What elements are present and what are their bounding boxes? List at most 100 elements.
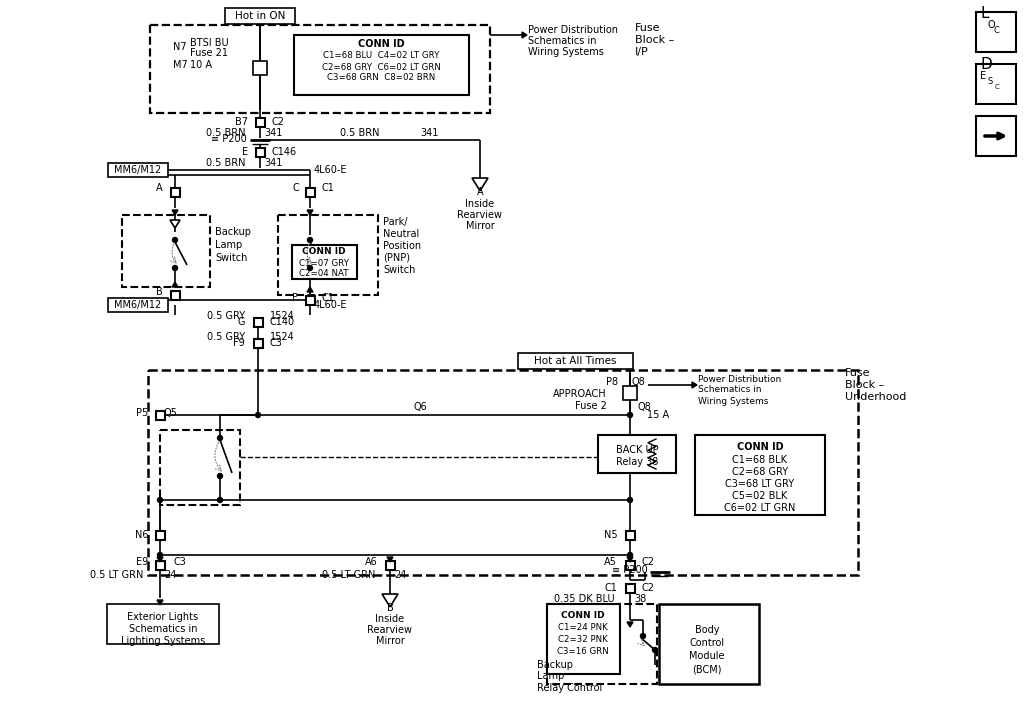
Text: C1: C1 bbox=[321, 183, 334, 193]
Bar bbox=[695, 435, 825, 515]
Text: Schematics in: Schematics in bbox=[528, 36, 597, 46]
Text: 0.5 LT GRN: 0.5 LT GRN bbox=[322, 570, 375, 580]
Text: Fuse: Fuse bbox=[845, 368, 870, 378]
Text: F: F bbox=[293, 293, 298, 303]
Circle shape bbox=[217, 498, 222, 503]
Text: G: G bbox=[238, 317, 245, 327]
Polygon shape bbox=[382, 594, 398, 607]
Bar bbox=[626, 561, 635, 569]
Bar bbox=[623, 386, 637, 399]
Text: CONN ID: CONN ID bbox=[561, 610, 605, 620]
Text: 38: 38 bbox=[634, 594, 646, 604]
Circle shape bbox=[158, 498, 163, 503]
Text: (PNP): (PNP) bbox=[383, 253, 410, 263]
Polygon shape bbox=[172, 210, 178, 215]
Text: 15 A: 15 A bbox=[647, 410, 669, 420]
Circle shape bbox=[217, 473, 222, 478]
Text: Block –: Block – bbox=[635, 35, 674, 45]
Bar bbox=[148, 370, 858, 575]
Text: E9: E9 bbox=[136, 557, 148, 567]
Text: P5: P5 bbox=[136, 408, 148, 418]
Circle shape bbox=[628, 552, 633, 557]
Text: Mirror: Mirror bbox=[376, 636, 404, 646]
Polygon shape bbox=[170, 220, 180, 228]
Circle shape bbox=[256, 413, 260, 417]
Text: Lamp: Lamp bbox=[537, 671, 564, 681]
Text: ≡ P200: ≡ P200 bbox=[612, 565, 648, 575]
Bar bbox=[225, 8, 295, 24]
Text: CONN ID: CONN ID bbox=[302, 248, 346, 256]
Bar bbox=[156, 531, 165, 539]
Text: 1524: 1524 bbox=[270, 311, 295, 321]
Text: CONN ID: CONN ID bbox=[736, 442, 783, 452]
Circle shape bbox=[172, 266, 177, 271]
Text: Mirror: Mirror bbox=[466, 221, 495, 231]
Text: 0.5 GRY: 0.5 GRY bbox=[207, 311, 245, 321]
Circle shape bbox=[628, 498, 633, 503]
Text: Backup: Backup bbox=[537, 660, 573, 670]
Text: C3=16 GRN: C3=16 GRN bbox=[557, 648, 609, 656]
Text: Neutral: Neutral bbox=[383, 229, 419, 239]
Bar bbox=[171, 187, 179, 197]
Bar bbox=[292, 245, 357, 279]
Text: Position: Position bbox=[383, 241, 421, 251]
Text: C1=68 BLU  C4=02 LT GRY: C1=68 BLU C4=02 LT GRY bbox=[323, 52, 439, 60]
Bar bbox=[305, 296, 314, 304]
Bar bbox=[256, 118, 264, 126]
Text: Power Distribution: Power Distribution bbox=[528, 25, 618, 35]
Text: C1=07 GRY: C1=07 GRY bbox=[299, 258, 349, 268]
Text: CONN ID: CONN ID bbox=[357, 39, 404, 49]
Text: Block –: Block – bbox=[845, 380, 885, 390]
Text: D: D bbox=[980, 57, 992, 72]
Text: S: S bbox=[988, 77, 993, 86]
Text: C5=02 BLK: C5=02 BLK bbox=[732, 491, 787, 501]
Text: N6: N6 bbox=[134, 530, 148, 540]
Text: C1=24 PNK: C1=24 PNK bbox=[558, 623, 608, 633]
Polygon shape bbox=[307, 210, 313, 215]
Circle shape bbox=[172, 238, 177, 243]
Text: 24: 24 bbox=[394, 570, 407, 580]
Text: C3=68 GRN  C8=02 BRN: C3=68 GRN C8=02 BRN bbox=[327, 73, 435, 83]
Text: Relay Control: Relay Control bbox=[537, 683, 602, 693]
Text: ≡ P200: ≡ P200 bbox=[211, 134, 247, 144]
Text: Lamp: Lamp bbox=[215, 240, 243, 250]
Text: Q8: Q8 bbox=[632, 377, 646, 387]
Text: 0.35 DK BLU: 0.35 DK BLU bbox=[554, 594, 615, 604]
Polygon shape bbox=[157, 600, 163, 605]
Text: 0.5 BRN: 0.5 BRN bbox=[340, 128, 380, 138]
Text: C: C bbox=[995, 84, 999, 90]
Bar bbox=[547, 604, 657, 684]
Text: Lighting Systems: Lighting Systems bbox=[121, 636, 205, 646]
Text: C1=68 BLK: C1=68 BLK bbox=[732, 455, 787, 465]
Text: C1: C1 bbox=[322, 293, 335, 303]
Bar bbox=[385, 561, 394, 569]
Text: C3=68 LT GRY: C3=68 LT GRY bbox=[725, 479, 795, 489]
Text: Power Distribution: Power Distribution bbox=[698, 375, 781, 383]
Text: A5: A5 bbox=[604, 557, 617, 567]
Polygon shape bbox=[692, 382, 697, 388]
Bar bbox=[122, 215, 210, 287]
Bar bbox=[254, 338, 262, 348]
Text: Fuse 21: Fuse 21 bbox=[190, 48, 228, 58]
Circle shape bbox=[307, 238, 312, 243]
Bar bbox=[156, 411, 165, 419]
Text: C1: C1 bbox=[604, 583, 617, 593]
Text: Switch: Switch bbox=[215, 253, 248, 263]
Bar bbox=[626, 531, 635, 539]
Bar bbox=[171, 291, 179, 299]
Text: 0.5 GRY: 0.5 GRY bbox=[207, 332, 245, 342]
Text: 4L60-E: 4L60-E bbox=[313, 300, 347, 310]
Text: Module: Module bbox=[689, 651, 725, 661]
Polygon shape bbox=[157, 557, 163, 562]
Text: C3: C3 bbox=[173, 557, 186, 567]
Text: BTSI BU: BTSI BU bbox=[190, 38, 228, 48]
Text: E: E bbox=[980, 71, 986, 81]
Polygon shape bbox=[472, 178, 488, 191]
Bar bbox=[659, 604, 759, 684]
Text: Underhood: Underhood bbox=[845, 392, 906, 402]
Text: C2=68 GRY  C6=02 LT GRN: C2=68 GRY C6=02 LT GRN bbox=[322, 62, 440, 72]
Text: Fuse 2: Fuse 2 bbox=[575, 401, 607, 411]
Text: A: A bbox=[157, 183, 163, 193]
Bar bbox=[976, 116, 1016, 156]
Text: 341: 341 bbox=[264, 128, 283, 138]
